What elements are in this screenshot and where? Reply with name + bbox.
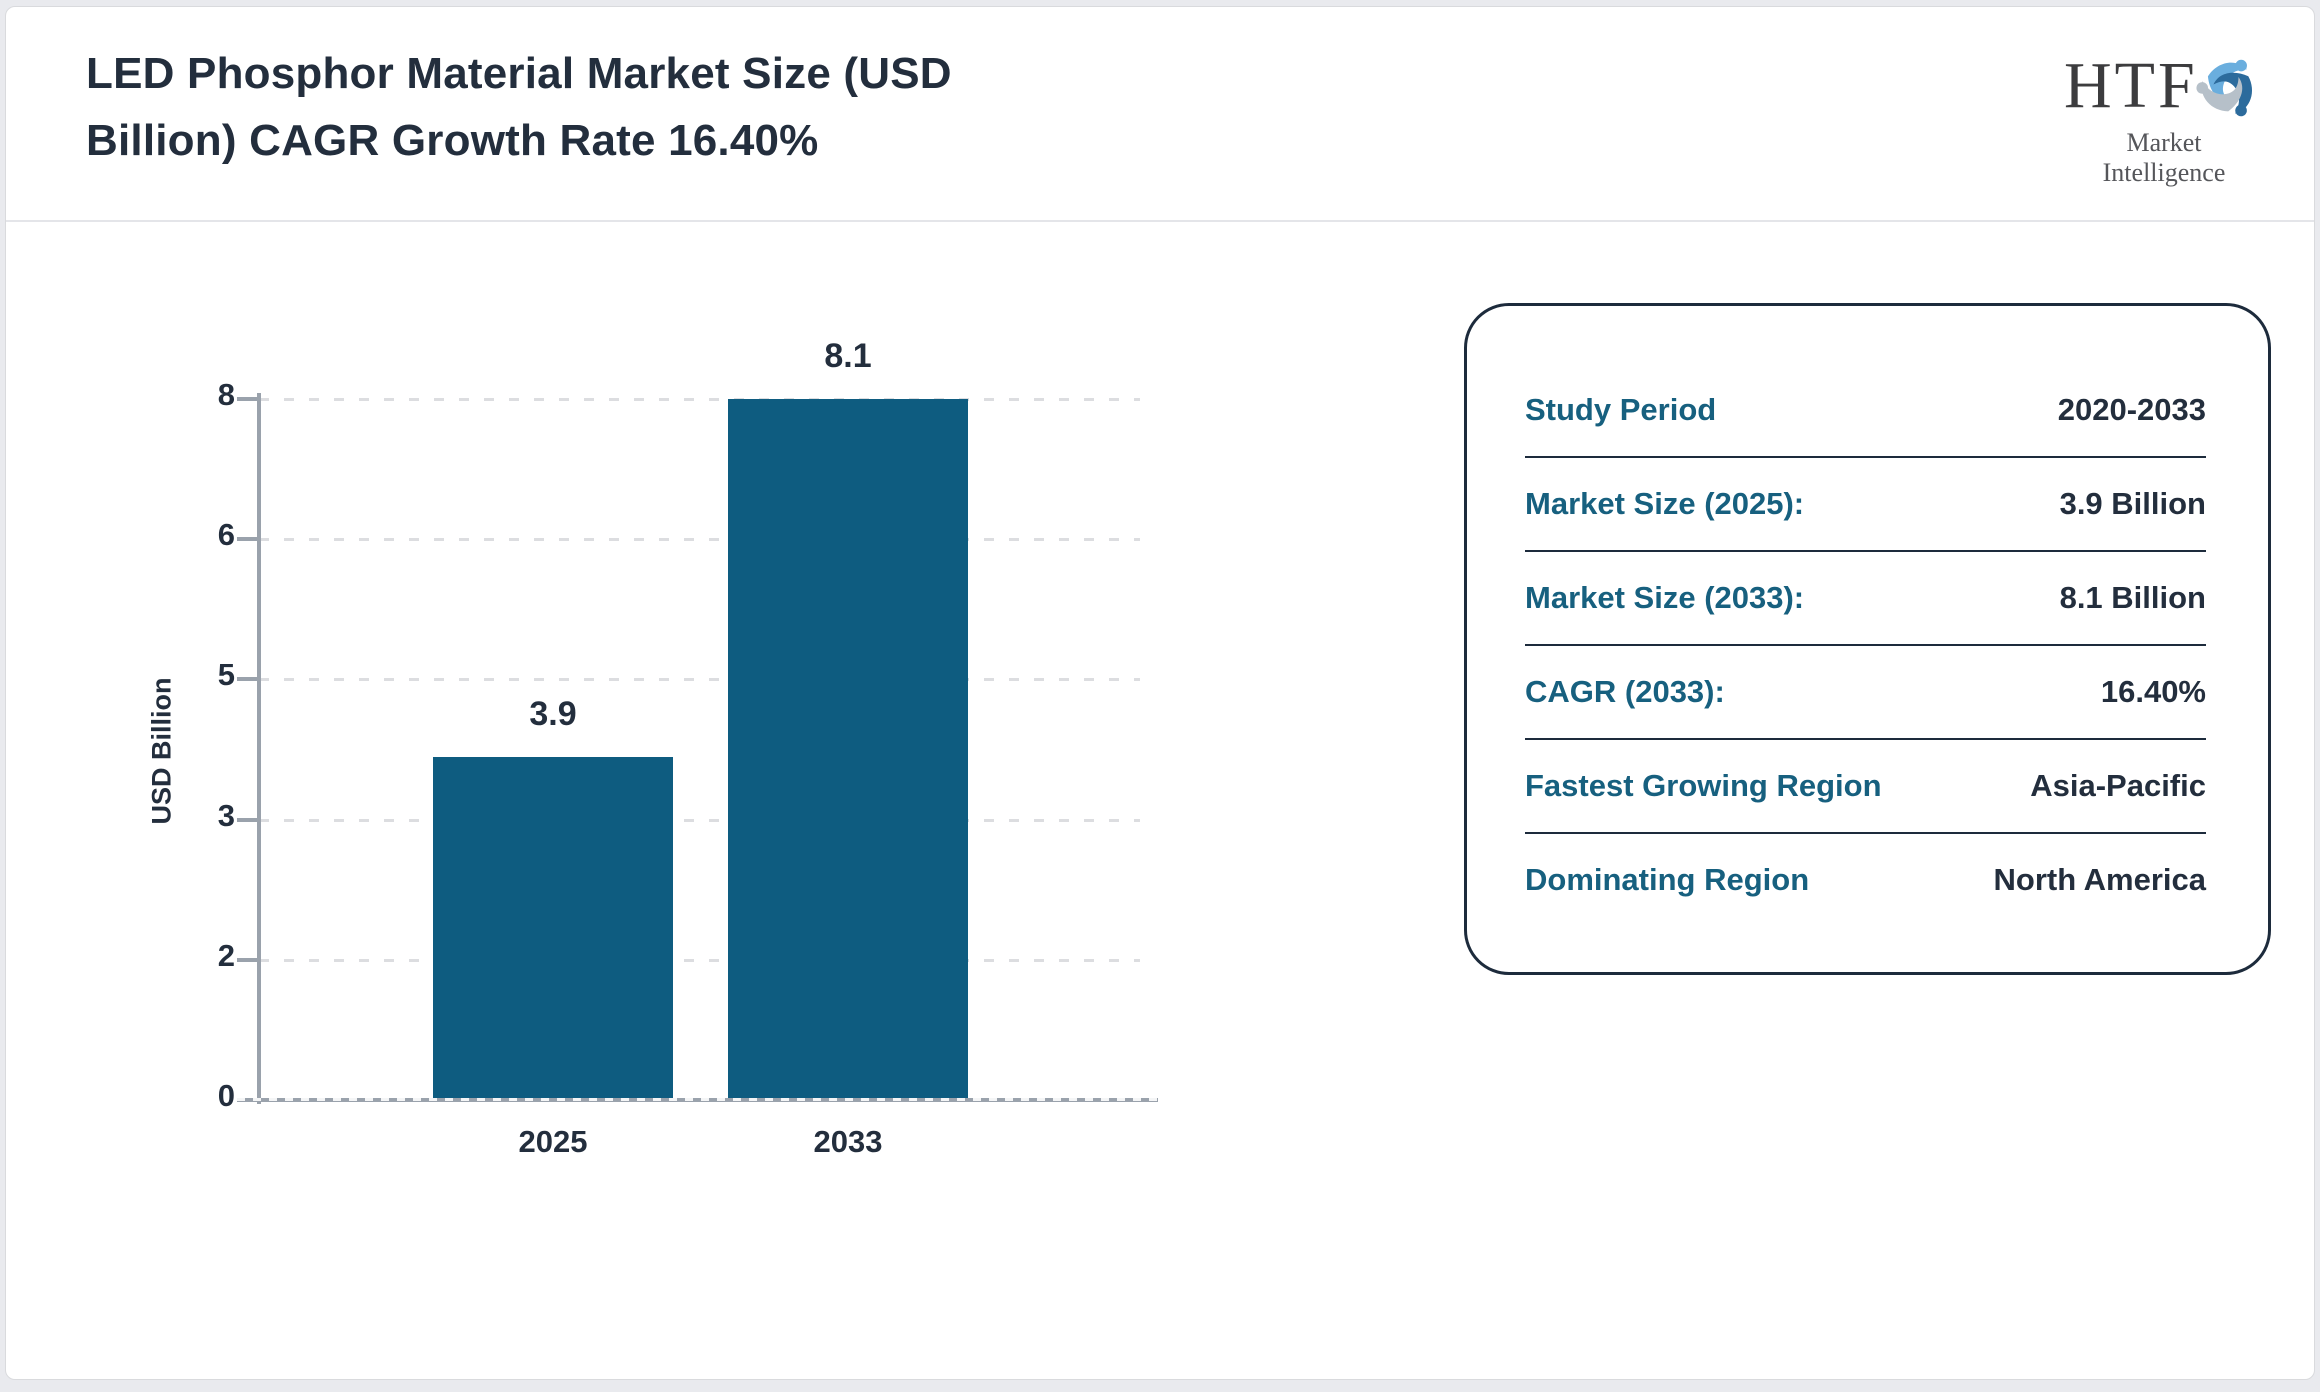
y-tick-mark xyxy=(237,397,259,401)
page-title: LED Phosphor Material Market Size (USD B… xyxy=(86,40,1486,174)
info-row-value: 16.40% xyxy=(2100,674,2206,709)
y-tick-label: 8 xyxy=(217,377,235,412)
info-row-label: CAGR (2033): xyxy=(1525,674,1725,709)
info-row: CAGR (2033): 16.40% xyxy=(1525,646,2206,740)
info-row: Study Period 2020-2033 xyxy=(1525,364,2206,458)
grid-line xyxy=(259,398,1140,401)
logo-text: HTF xyxy=(2064,49,2198,122)
swirl-figures-icon xyxy=(2196,59,2252,117)
y-tick-label: 2 xyxy=(217,937,235,973)
bar-2025 xyxy=(433,756,673,1100)
htf-logo: HTF Market Intelligence xyxy=(2064,40,2264,188)
header-divider xyxy=(6,220,2314,222)
y-tick-mark xyxy=(237,817,259,822)
page-title-line1: LED Phosphor Material Market Size (USD xyxy=(86,49,952,98)
info-panel: Study Period 2020-2033 Market Size (2025):… xyxy=(1464,303,2271,975)
y-tick-label: 0 xyxy=(217,1078,235,1113)
info-row-label: Fastest Growing Region xyxy=(1525,768,1882,803)
bar-value-label: 8.1 xyxy=(824,337,872,375)
bar-value-label: 3.9 xyxy=(529,694,577,733)
grid-line xyxy=(259,538,1140,542)
info-row: Dominating Region North America xyxy=(1525,834,2206,926)
grid-line xyxy=(259,818,1140,822)
grid-line xyxy=(259,678,1140,682)
info-row-label: Market Size (2025): xyxy=(1525,486,1805,521)
info-row-label: Market Size (2033): xyxy=(1525,580,1805,615)
info-row-value: North America xyxy=(1993,862,2206,897)
y-tick-mark xyxy=(237,537,259,542)
bar-2033 xyxy=(728,399,968,1100)
info-row-value: 3.9 Billion xyxy=(2059,486,2206,521)
y-tick-mark xyxy=(237,957,259,962)
info-row: Market Size (2025): 3.9 Billion xyxy=(1525,458,2206,552)
info-row: Market Size (2033): 8.1 Billion xyxy=(1525,552,2206,646)
info-row: Fastest Growing Region Asia-Pacific xyxy=(1525,740,2206,834)
y-tick-label: 5 xyxy=(217,657,235,693)
page-title-line2: Billion) CAGR Growth Rate 16.40% xyxy=(86,116,819,165)
info-row-value: 8.1 Billion xyxy=(2059,580,2206,615)
x-tick-label: 2033 xyxy=(813,1124,883,1159)
logo-row: HTF xyxy=(2064,40,2264,136)
grid-line xyxy=(259,958,1140,962)
info-row-label: Study Period xyxy=(1525,392,1717,427)
info-row-value: 2020-2033 xyxy=(2057,392,2206,427)
x-axis-baseline xyxy=(237,1098,1158,1102)
info-row-label: Dominating Region xyxy=(1525,862,1810,897)
logo-subtext: Market Intelligence xyxy=(2102,128,2226,187)
y-tick-label: 3 xyxy=(217,797,235,833)
y-tick-label: 6 xyxy=(217,517,235,553)
y-tick-mark xyxy=(237,677,259,682)
info-row-value: Asia-Pacific xyxy=(2030,768,2206,803)
x-tick-label: 2025 xyxy=(518,1124,588,1159)
y-axis-line xyxy=(257,393,261,1104)
